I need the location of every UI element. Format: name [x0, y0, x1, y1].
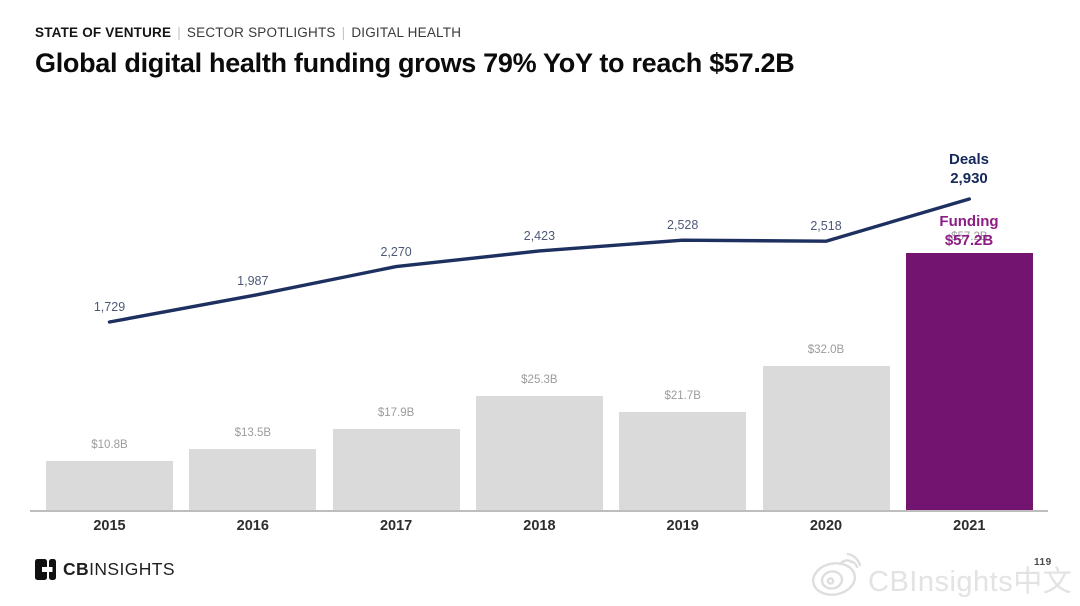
breadcrumb-report: STATE OF VENTURE — [35, 25, 172, 40]
weibo-icon — [811, 552, 862, 596]
x-axis-label: 2018 — [523, 518, 556, 534]
funding-bar — [189, 449, 317, 510]
funding-value-label: $57.2B — [951, 230, 988, 243]
deals-value-label: 2,518 — [810, 219, 842, 234]
funding-value-label: $21.7B — [664, 390, 701, 403]
x-axis-label: 2019 — [666, 518, 699, 534]
funding-bar-highlight — [905, 252, 1033, 510]
funding-deals-chart: $10.8B 1,729 $13.5B 1,987 $17.9B 2,270 $25.3B 2… — [30, 140, 1050, 560]
x-axis-line — [30, 510, 1048, 512]
cbinsights-logo: CBINSIGHTS — [35, 559, 175, 580]
page-title: Global digital health funding grows 79% … — [35, 48, 795, 78]
funding-bar — [619, 412, 747, 510]
x-axis-label: 2021 — [953, 518, 986, 534]
funding-value-label: $17.9B — [377, 407, 415, 420]
page-number: 119 — [1034, 557, 1052, 568]
deals-annotation-title: Deals — [948, 151, 990, 168]
x-axis-label: 2020 — [809, 518, 843, 534]
deals-value-label: 1,987 — [237, 273, 269, 288]
breadcrumb-subsection: DIGITAL HEALTH — [351, 25, 462, 40]
x-axis-label: 2016 — [236, 518, 269, 534]
deals-line — [107, 197, 971, 324]
funding-bar — [475, 396, 603, 510]
funding-value-label: $10.8B — [91, 439, 128, 452]
funding-bar — [762, 366, 890, 510]
cbinsights-logo-text: CBINSIGHTS — [63, 559, 175, 580]
watermark: CBInsights中文 — [810, 548, 1078, 604]
funding-annotation: Funding $57.2B — [909, 212, 1029, 250]
deals-value-label: 1,729 — [93, 300, 126, 314]
x-axis-label: 2017 — [379, 518, 413, 534]
cbinsights-logo-icon — [35, 559, 56, 580]
deals-value-label: 2,270 — [380, 244, 412, 259]
funding-bar — [332, 429, 460, 510]
deals-annotation-value: 2,930 — [950, 170, 988, 187]
funding-value-label: $13.5B — [234, 427, 272, 440]
logo-insights: INSIGHTS — [89, 559, 175, 579]
funding-value-label: $25.3B — [521, 374, 558, 387]
deals-annotation: Deals 2,930 — [909, 150, 1029, 188]
breadcrumb: STATE OF VENTURE | SECTOR SPOTLIGHTS | DIGIT… — [35, 25, 461, 40]
breadcrumb-section: SECTOR SPOTLIGHTS — [186, 25, 336, 40]
watermark-text: CBInsights中文 — [868, 566, 1073, 598]
logo-cb: CB — [63, 559, 90, 579]
funding-value-label: $32.0B — [807, 344, 845, 356]
breadcrumb-separator: | — [341, 25, 346, 40]
x-axis-label: 2015 — [93, 518, 126, 534]
funding-annotation-value: $57.2B — [944, 232, 994, 249]
deals-value-label: 2,528 — [667, 218, 699, 233]
funding-bar — [46, 461, 173, 510]
deals-value-label: 2,423 — [523, 228, 556, 243]
breadcrumb-separator: | — [177, 25, 181, 40]
funding-annotation-title: Funding — [939, 213, 999, 230]
